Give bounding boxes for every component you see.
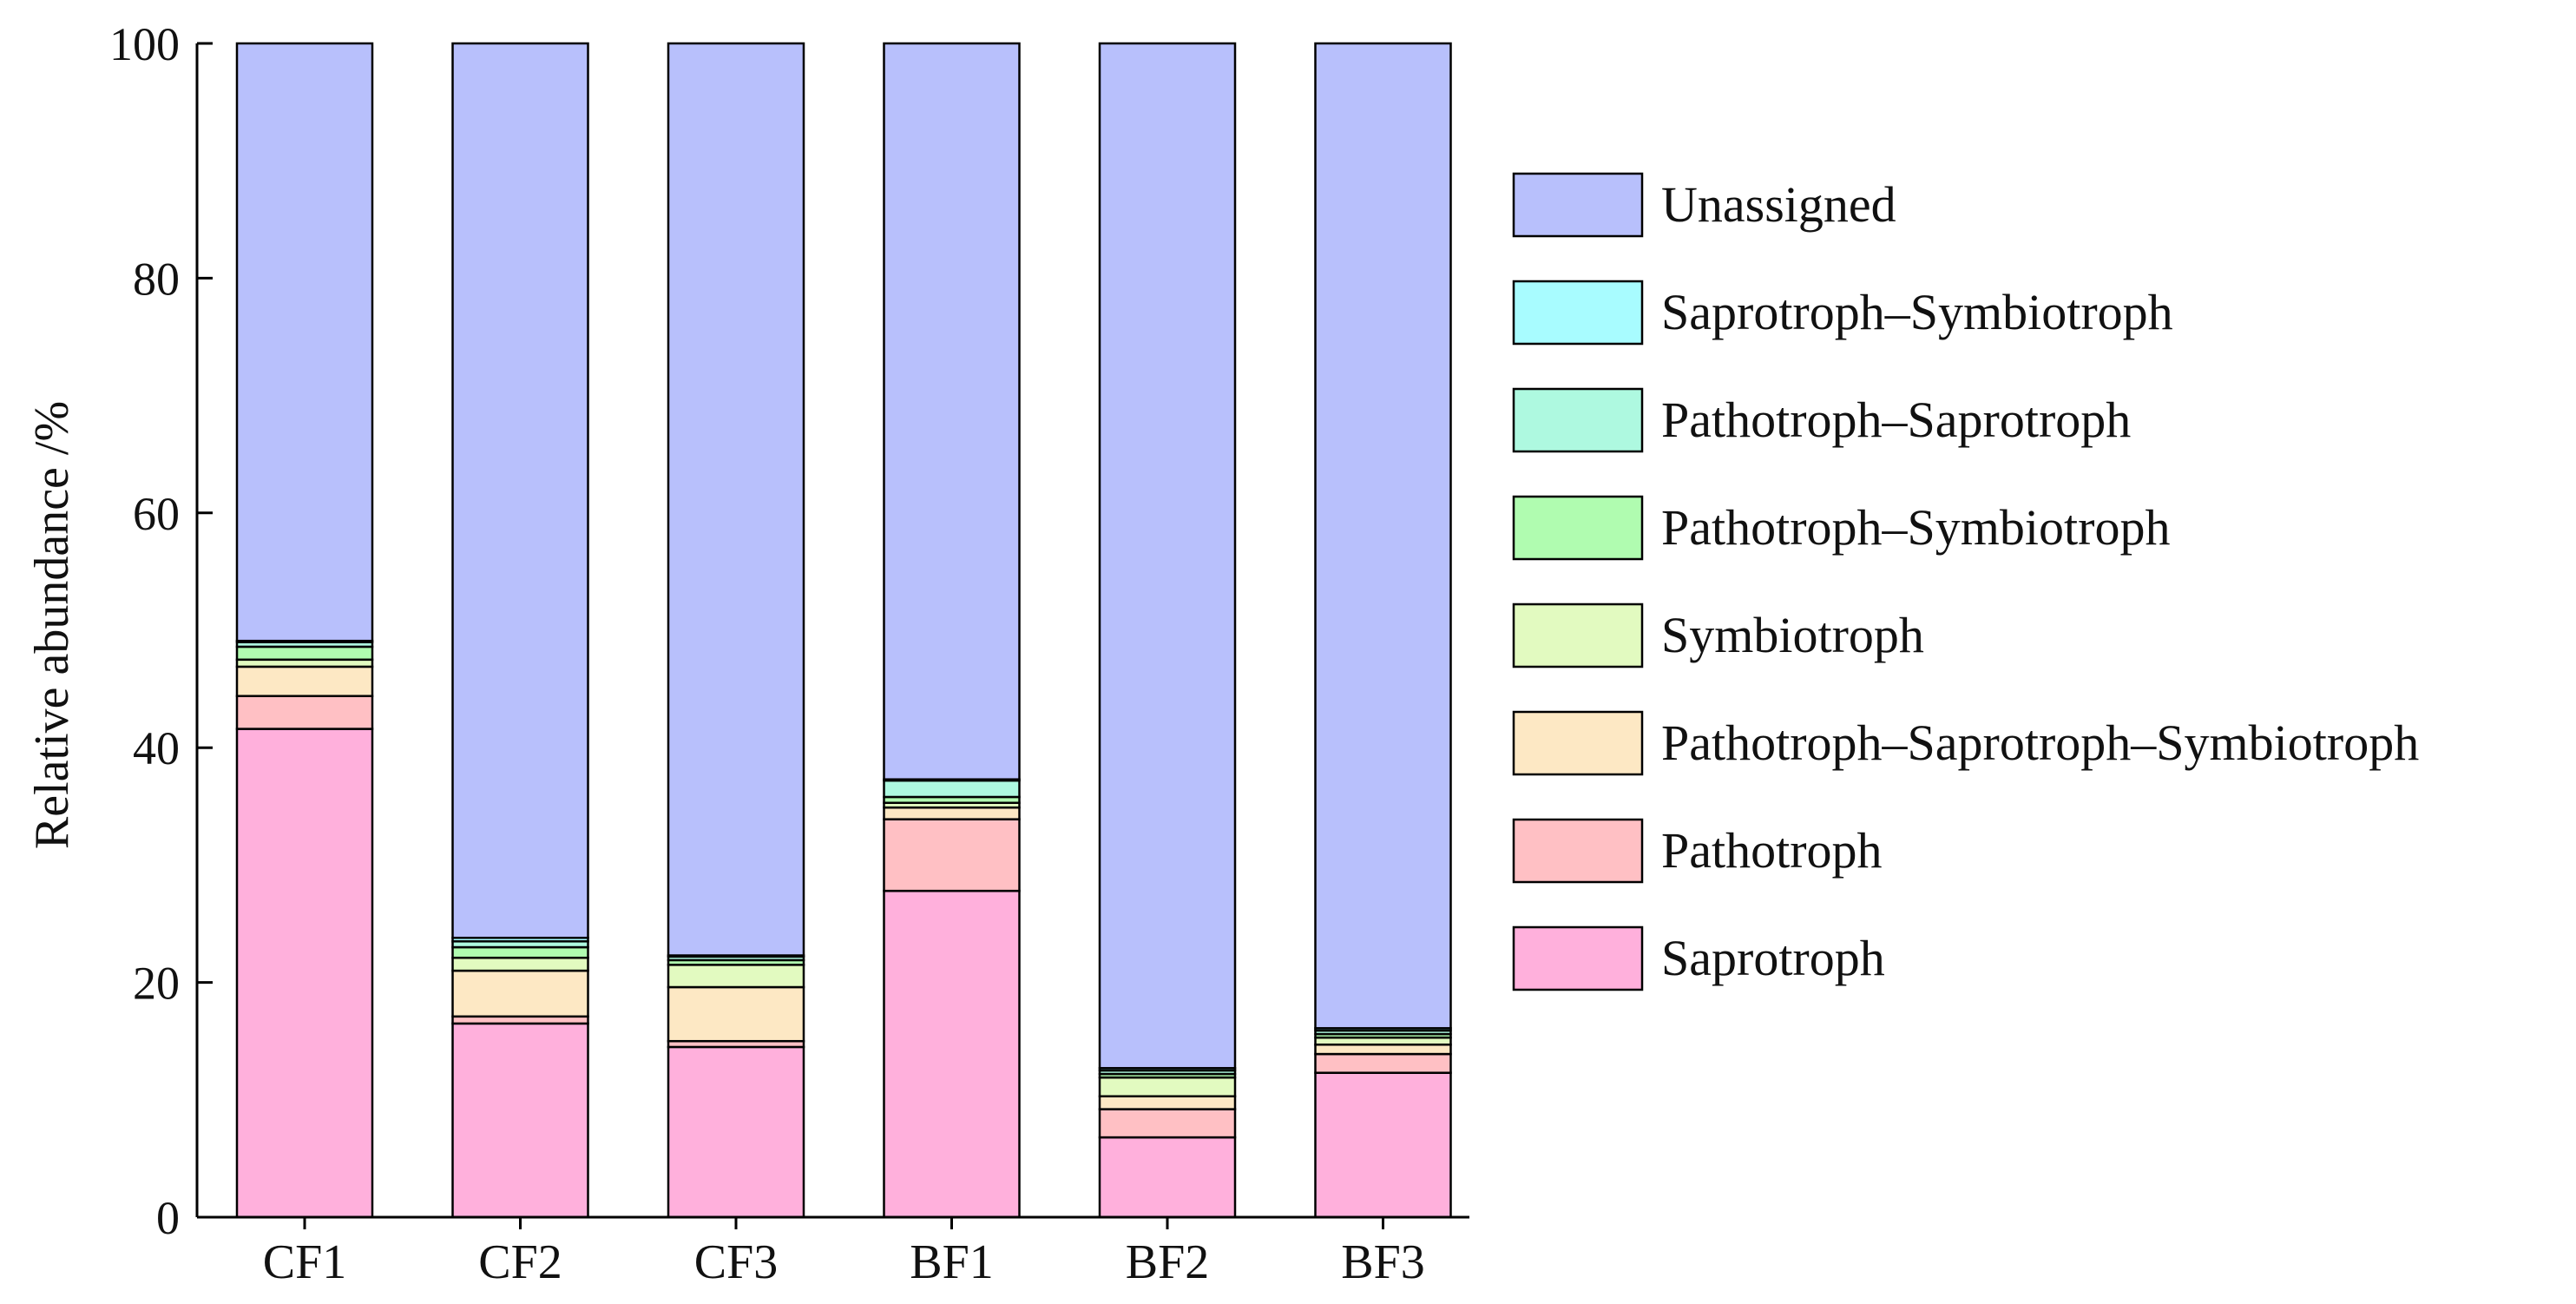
- bar-segment-pathotroph: [883, 818, 1021, 892]
- bar-segment-unassigned: [883, 42, 1021, 780]
- legend-swatch: [1512, 172, 1644, 238]
- bar-segment-pathotroph-saprotroph-symbiotroph: [1098, 1095, 1237, 1110]
- legend-swatch: [1512, 603, 1644, 668]
- bar-segment-unassigned: [235, 42, 374, 642]
- legend-swatch: [1512, 710, 1644, 776]
- legend-label: Unassigned: [1661, 176, 1896, 233]
- legend-label: Pathotroph–Symbiotroph: [1661, 499, 2170, 556]
- bar-segment-pathotroph-saprotroph-symbiotroph: [451, 969, 589, 1018]
- bar-segment-saprotroph: [667, 1045, 805, 1219]
- bar-segment-pathotroph: [1314, 1052, 1452, 1074]
- y-tick-label: 100: [109, 18, 180, 70]
- bar-segment-pathotroph-saprotroph-symbiotroph: [235, 665, 374, 697]
- legend: Unassigned Saprotroph–Symbiotroph Pathotro…: [1512, 172, 2419, 991]
- bar-segment-symbiotroph: [1098, 1076, 1237, 1097]
- bar-stack-bf3: [1314, 42, 1452, 1219]
- bar-segment-saprotroph: [235, 728, 374, 1219]
- legend-item: Pathotroph–Saprotroph–Symbiotroph: [1512, 710, 2419, 776]
- y-tick-label: 40: [133, 722, 180, 774]
- legend-label: Saprotroph: [1661, 930, 1885, 986]
- legend-item: Saprotroph: [1512, 925, 1885, 991]
- bar-segment-pathotroph-symbiotroph: [235, 645, 374, 662]
- x-tick-label: BF1: [910, 1235, 994, 1289]
- bar-stack-cf3: [667, 42, 805, 1219]
- x-tick-label: CF1: [263, 1235, 347, 1289]
- bar-segment-pathotroph: [1098, 1108, 1237, 1139]
- legend-label: Saprotroph–Symbiotroph: [1661, 284, 2173, 340]
- legend-item: Saprotroph–Symbiotroph: [1512, 280, 2173, 346]
- x-tick-label: CF3: [694, 1235, 779, 1289]
- legend-item: Pathotroph: [1512, 818, 1883, 884]
- bar-segment-unassigned: [667, 42, 805, 957]
- bar-segment-unassigned: [451, 42, 589, 939]
- bar-segment-saprotroph: [451, 1022, 589, 1219]
- legend-swatch: [1512, 818, 1644, 884]
- bar-segment-pathotroph-saprotroph-symbiotroph: [883, 806, 1021, 820]
- legend-item: Unassigned: [1512, 172, 1896, 238]
- y-tick-label: 20: [133, 958, 180, 1010]
- bar-segment-pathotroph: [235, 695, 374, 730]
- legend-swatch: [1512, 280, 1644, 346]
- y-tick-label: 80: [133, 253, 180, 305]
- x-tick-label: BF2: [1126, 1235, 1210, 1289]
- bar-stack-cf1: [235, 42, 374, 1219]
- plot-area: [235, 42, 1452, 1219]
- bar-stack-cf2: [451, 42, 589, 1219]
- legend-swatch: [1512, 925, 1644, 991]
- legend-label: Pathotroph: [1661, 822, 1883, 879]
- y-tick-label: 60: [133, 488, 180, 540]
- y-axis-label: Relative abundance /%: [25, 401, 79, 849]
- bar-segment-symbiotroph: [667, 964, 805, 989]
- bar-segment-pathotroph-saprotroph-symbiotroph: [667, 985, 805, 1043]
- legend-item: Pathotroph–Saprotroph: [1512, 387, 2131, 453]
- legend-swatch: [1512, 387, 1644, 453]
- x-tick-label: BF3: [1341, 1235, 1425, 1289]
- bar-segment-unassigned: [1314, 42, 1452, 1030]
- legend-swatch: [1512, 495, 1644, 561]
- axes: 0 20 40 60 80 100 CF1 CF2 CF3 BF1 BF2 BF3: [109, 18, 1469, 1289]
- bar-segment-pathotroph-saprotroph-symbiotroph: [1314, 1044, 1452, 1056]
- legend-item: Pathotroph–Symbiotroph: [1512, 495, 2170, 561]
- bar-stack-bf2: [1098, 42, 1237, 1219]
- bar-segment-saprotroph: [1098, 1136, 1237, 1219]
- legend-item: Symbiotroph: [1512, 603, 1924, 668]
- legend-label: Pathotroph–Saprotroph: [1661, 392, 2131, 448]
- legend-label: Pathotroph–Saprotroph–Symbiotroph: [1661, 715, 2419, 771]
- x-tick-label: CF2: [478, 1235, 562, 1289]
- bar-segment-saprotroph: [883, 889, 1021, 1219]
- legend-label: Symbiotroph: [1661, 607, 1924, 663]
- bar-segment-pathotroph-symbiotroph: [451, 945, 589, 959]
- bar-segment-unassigned: [1098, 42, 1237, 1070]
- bar-segment-symbiotroph: [451, 956, 589, 972]
- bar-stack-bf1: [883, 42, 1021, 1219]
- y-tick-label: 0: [156, 1192, 180, 1244]
- bar-segment-saprotroph: [1314, 1071, 1452, 1219]
- bar-segment-pathotroph-saprotroph: [883, 779, 1021, 799]
